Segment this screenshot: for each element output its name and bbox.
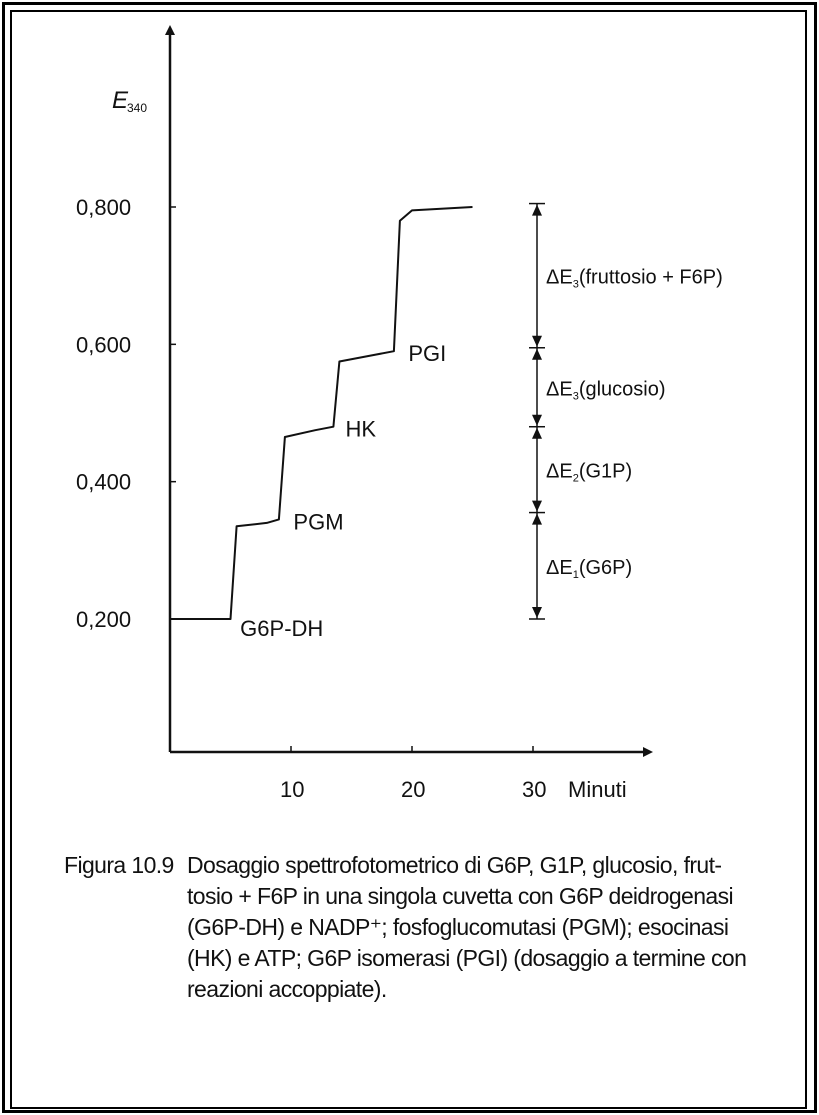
x-axis-label: Minuti: [568, 777, 627, 802]
y-axis-label-subscript: 340: [127, 101, 147, 115]
y-tick-label: 0,600: [76, 332, 131, 357]
step-label: G6P-DH: [240, 616, 323, 641]
delta-arrowhead: [532, 427, 542, 439]
delta-label: ΔE3(fruttosio + F6P): [546, 267, 723, 291]
caption-text: Dosaggio spettrofotometrico di G6P, G1P,…: [187, 852, 747, 1002]
x-tick-label: 30: [522, 777, 546, 802]
y-tick-label: 0,200: [76, 607, 131, 632]
delta-label: ΔE1(G6P): [546, 557, 632, 581]
step-label: HK: [345, 417, 376, 442]
step-label: PGM: [293, 509, 343, 534]
delta-label: ΔE3(glucosio): [546, 378, 666, 402]
inner-frame: [10, 10, 807, 1109]
delta-arrowhead: [532, 204, 542, 216]
x-tick-label: 10: [280, 777, 304, 802]
step-label: PGI: [408, 341, 446, 366]
delta-label: ΔE2(G1P): [546, 461, 632, 485]
caption-label: Figura 10.9: [64, 852, 174, 878]
y-tick-label: 0,800: [76, 195, 131, 220]
delta-arrowhead: [532, 348, 542, 360]
delta-arrowhead: [532, 607, 542, 618]
delta-arrowhead: [532, 513, 542, 525]
x-tick-label: 20: [401, 777, 425, 802]
data-series-line: [170, 206, 473, 620]
y-tick-label: 0,400: [76, 470, 131, 495]
y-axis-label: E: [112, 87, 129, 114]
delta-arrowhead: [532, 500, 542, 512]
delta-arrowhead: [532, 335, 542, 347]
delta-arrowhead: [532, 414, 542, 426]
